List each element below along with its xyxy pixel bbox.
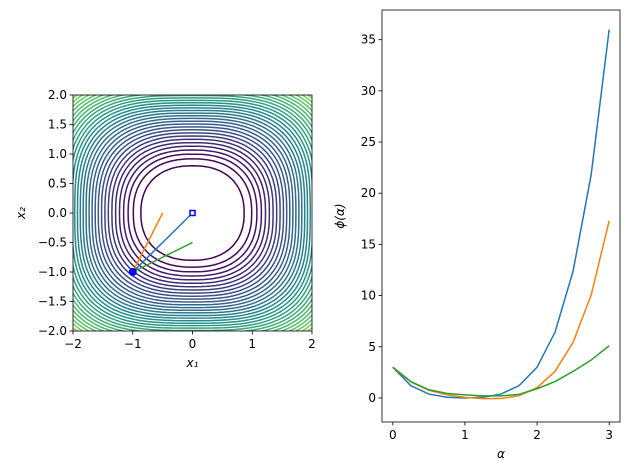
contour-line xyxy=(73,95,312,331)
x-tick-label: 1 xyxy=(461,428,469,442)
y-tick-label: 0.0 xyxy=(48,206,67,220)
y-tick-label: −1.5 xyxy=(38,295,67,309)
contour-line xyxy=(73,95,312,331)
contour-line xyxy=(100,129,285,297)
x-tick-label: 1 xyxy=(248,337,256,351)
y-tick-label: 2.0 xyxy=(48,88,67,102)
y-tick-label: −0.5 xyxy=(38,236,67,250)
contour-line xyxy=(91,120,294,306)
contour-line xyxy=(104,132,281,294)
x-tick-label: −1 xyxy=(124,337,142,351)
contour-line xyxy=(85,114,300,312)
x-tick-label: 3 xyxy=(605,428,613,442)
series-line xyxy=(132,212,164,273)
y-tick-label: 15 xyxy=(361,237,376,251)
y-tick-label: 35 xyxy=(361,33,376,47)
contour-line xyxy=(73,95,312,331)
y-tick-label: −2.0 xyxy=(38,324,67,338)
contour-line xyxy=(88,117,297,309)
series-line xyxy=(132,241,193,273)
y-tick-label: −1.0 xyxy=(38,265,67,279)
axes-frame xyxy=(381,9,621,423)
contour-line xyxy=(82,112,303,314)
series-line xyxy=(392,345,610,397)
contour-line xyxy=(107,135,278,291)
contour-line xyxy=(118,145,267,281)
contour-line xyxy=(73,104,312,322)
y-tick-label: 5 xyxy=(368,340,376,354)
y-tick-label: 20 xyxy=(361,186,376,200)
series-line xyxy=(392,29,610,399)
contour-line xyxy=(97,126,288,300)
series-line xyxy=(392,220,610,400)
contour-line xyxy=(122,149,263,277)
contour-line xyxy=(76,107,309,319)
series-line xyxy=(132,212,194,273)
contour-line xyxy=(127,153,258,273)
contour-line xyxy=(73,95,312,331)
contour-line xyxy=(73,95,312,331)
contour-line xyxy=(73,99,312,327)
y-tick-label: 10 xyxy=(361,289,376,303)
x-tick-label: −2 xyxy=(64,337,82,351)
contour-line xyxy=(132,158,253,268)
y-tick-label: 30 xyxy=(361,84,376,98)
marker xyxy=(128,268,137,276)
marker xyxy=(189,209,196,217)
y-tick-label: 0.5 xyxy=(48,177,67,191)
y-tick-label: 0 xyxy=(368,391,376,405)
contour-line xyxy=(73,97,312,329)
contour-line xyxy=(79,109,306,317)
x-tick-label: 0 xyxy=(389,428,397,442)
contour-lines xyxy=(73,95,312,331)
x-tick-label: 0 xyxy=(189,337,197,351)
contour-line xyxy=(94,123,291,303)
y-axis-label: x₂ xyxy=(14,207,28,220)
y-tick-label: 1.5 xyxy=(48,118,67,132)
contour-line xyxy=(140,165,245,261)
y-tick-label: 25 xyxy=(361,135,376,149)
x-tick-label: 2 xyxy=(308,337,316,351)
contour-line xyxy=(111,138,274,288)
contour-line xyxy=(114,141,271,285)
contour-line xyxy=(73,102,312,324)
x-axis-label: α xyxy=(497,447,505,461)
y-tick-label: 1.0 xyxy=(48,147,67,161)
y-axis-label: ϕ(α) xyxy=(333,203,347,228)
x-axis-label: x₁ xyxy=(186,356,199,370)
x-tick-label: 2 xyxy=(533,428,541,442)
